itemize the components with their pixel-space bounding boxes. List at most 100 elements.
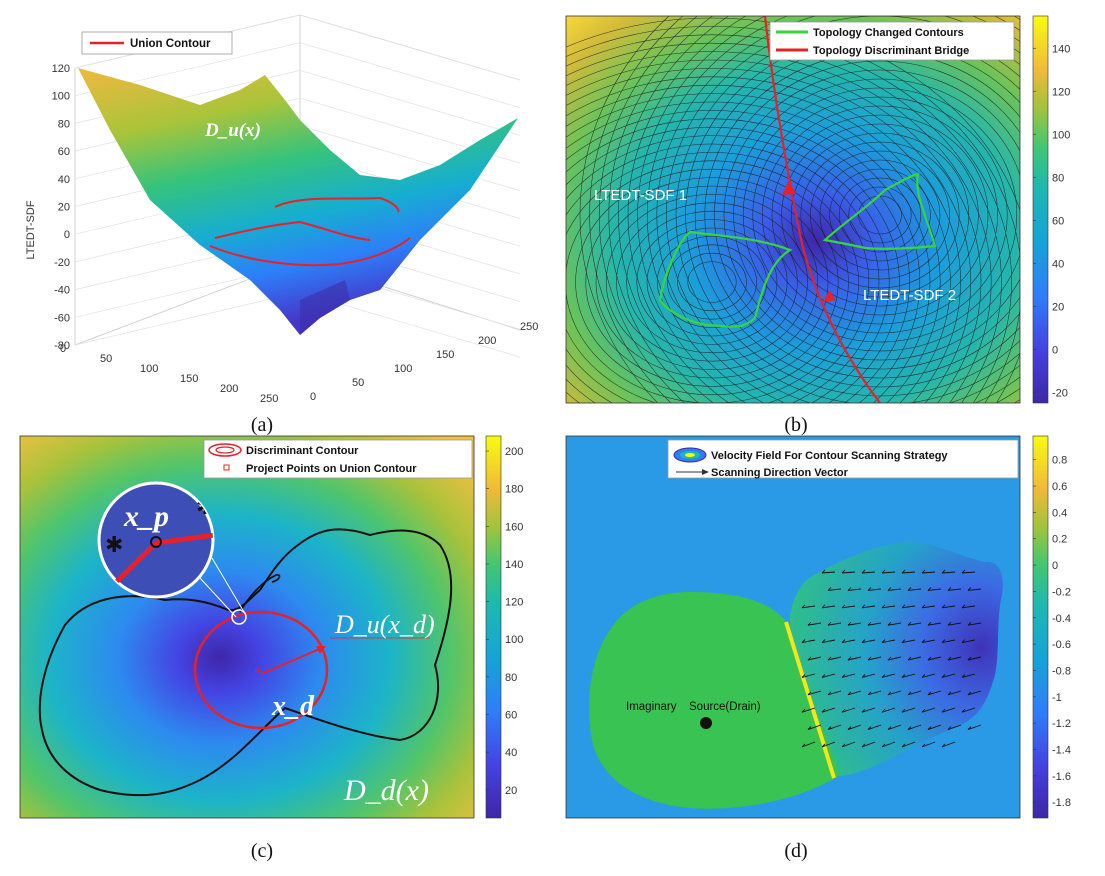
d-annotation-source: Source(Drain) [689, 701, 761, 713]
colorbar-tick-label: 100 [1052, 129, 1070, 141]
colorbar-tick-label: -0.6 [1052, 639, 1071, 651]
b-colorbar [1032, 15, 1049, 404]
b-annotation-2: LTEDT-SDF 2 [863, 287, 956, 304]
colorbar-tick-label: -1.6 [1052, 771, 1071, 783]
colorbar-tick-label: -1 [1052, 692, 1062, 704]
d-annotation-imaginary: Imaginary [626, 701, 677, 713]
a-ytick-label: 150 [436, 349, 454, 361]
b-bridge-arrow-2 [823, 290, 836, 302]
a-ztick-label: -80 [54, 340, 70, 352]
a-ytick-label: 100 [394, 363, 412, 375]
c-union-contour [38, 528, 453, 797]
union-contour [209, 196, 411, 267]
colorbar-tick-label: 80 [1052, 172, 1064, 184]
d-direction-vectors [801, 569, 982, 748]
d-boundary [784, 621, 836, 779]
colorbar-tick-label: 20 [505, 785, 517, 797]
c-heatmap [20, 436, 474, 818]
d-legend-label-2: Scanning Direction Vector [711, 467, 849, 479]
a-ztick-label: 20 [58, 202, 70, 214]
b-caption: (b) [784, 414, 807, 436]
a-ytick-label: 250 [520, 321, 538, 333]
svg-text:*: * [254, 665, 262, 682]
b-annotation-1: LTEDT-SDF 1 [594, 187, 687, 204]
colorbar-tick-label: 0 [1052, 344, 1058, 356]
colorbar-tick-label: 200 [505, 446, 523, 458]
panel-c: * D_u(x_d) x_d D_d(x) ✱ ✱ x_p Discrimina… [19, 435, 523, 862]
c-zoom-contour [99, 532, 213, 597]
a-ztick-label: 60 [58, 146, 70, 158]
colorbar-tick-label: 20 [1052, 301, 1064, 313]
svg-text:✱: ✱ [105, 532, 123, 557]
a-ztick-label: 100 [52, 91, 70, 103]
a-ztick-label: -40 [54, 285, 70, 297]
a-ztick-label: 40 [58, 174, 70, 186]
a-ytick-label: 50 [352, 377, 364, 389]
c-legend-swatch-2 [223, 464, 230, 471]
colorbar-tick-label: 0.6 [1052, 481, 1067, 493]
a-caption: (a) [251, 414, 273, 436]
a-annotation-du: D_u(x) [204, 120, 261, 141]
colorbar-tick-label: 60 [1052, 215, 1064, 227]
a-ytick-label: 0 [310, 391, 316, 403]
c-annotation-xp: x_p [123, 500, 169, 533]
a-ztick-label: 80 [58, 118, 70, 130]
a-ztick-label: -60 [54, 312, 70, 324]
a-legend-box [81, 31, 233, 55]
a-xtick-label: 100 [140, 363, 158, 375]
colorbar-tick-label: -0.4 [1052, 613, 1071, 625]
b-legend-label-2: Topology Discriminant Bridge [813, 45, 969, 57]
colorbar-tick-label: 120 [1052, 86, 1070, 98]
c-discriminant-contour [193, 610, 329, 730]
b-heatmap [566, 16, 1020, 403]
c-legend-label-1: Discriminant Contour [246, 445, 359, 457]
b-bridge-arrow-1 [782, 180, 796, 195]
a-ztick-label: 120 [52, 63, 70, 75]
c-caption: (c) [251, 840, 273, 862]
d-green-region [588, 592, 840, 809]
a-xtick-label: 150 [180, 373, 198, 385]
c-annotation-xd: x_d [271, 691, 315, 722]
colorbar-tick-label: 40 [1052, 258, 1064, 270]
a-ylabel: LTEDT-SDF [25, 200, 37, 259]
colorbar-tick-label: 120 [505, 597, 523, 609]
c-legend-swatch-1 [208, 443, 242, 457]
a-legend-label: Union Contour [130, 38, 211, 50]
b-legend-label-1: Topology Changed Contours [813, 27, 964, 39]
panel-d: Imaginary Source(Drain) Velocity Field F… [565, 435, 1071, 862]
colorbar-tick-label: 140 [1052, 43, 1070, 55]
colorbar-tick-label: 140 [505, 559, 523, 571]
colorbar-tick-label: 0.8 [1052, 455, 1067, 467]
d-velocity-region [789, 541, 1003, 776]
colorbar-tick-label: 180 [505, 484, 523, 496]
a-xtick-label: 200 [220, 383, 238, 395]
d-source-point [700, 717, 712, 729]
c-annotation-du: D_u(x_d) [334, 610, 435, 639]
c-radius-arrow [260, 647, 323, 675]
a-ytick-label: 200 [478, 335, 496, 347]
c-annotation-dd: D_d(x) [343, 774, 429, 807]
colorbar-tick-label: 0.4 [1052, 507, 1067, 519]
colorbar-tick-label: 80 [505, 672, 517, 684]
c-zoom-target [231, 609, 247, 625]
colorbar-tick-label: -0.8 [1052, 665, 1071, 677]
a-ztick-label: -20 [54, 257, 70, 269]
c-colorbar [485, 435, 502, 819]
d-colorbar [1032, 435, 1049, 819]
c-legend-label-2: Project Points on Union Contour [246, 463, 417, 475]
b-contour-2 [822, 172, 937, 250]
colorbar-tick-label: 100 [505, 634, 523, 646]
colorbar-tick-label: 40 [505, 747, 517, 759]
colorbar-tick-label: -0.2 [1052, 586, 1071, 598]
colorbar-tick-label: -20 [1052, 387, 1068, 399]
b-bridge-line [763, 16, 881, 403]
a-xtick-label: 50 [100, 353, 112, 365]
a-ztick-label: 0 [64, 229, 70, 241]
colorbar-tick-label: 160 [505, 521, 523, 533]
d-legend-label-1: Velocity Field For Contour Scanning Stra… [711, 450, 948, 462]
colorbar-tick-label: 0.2 [1052, 534, 1067, 546]
colorbar-tick-label: -1.2 [1052, 718, 1071, 730]
colorbar-tick-label: 0 [1052, 560, 1058, 572]
